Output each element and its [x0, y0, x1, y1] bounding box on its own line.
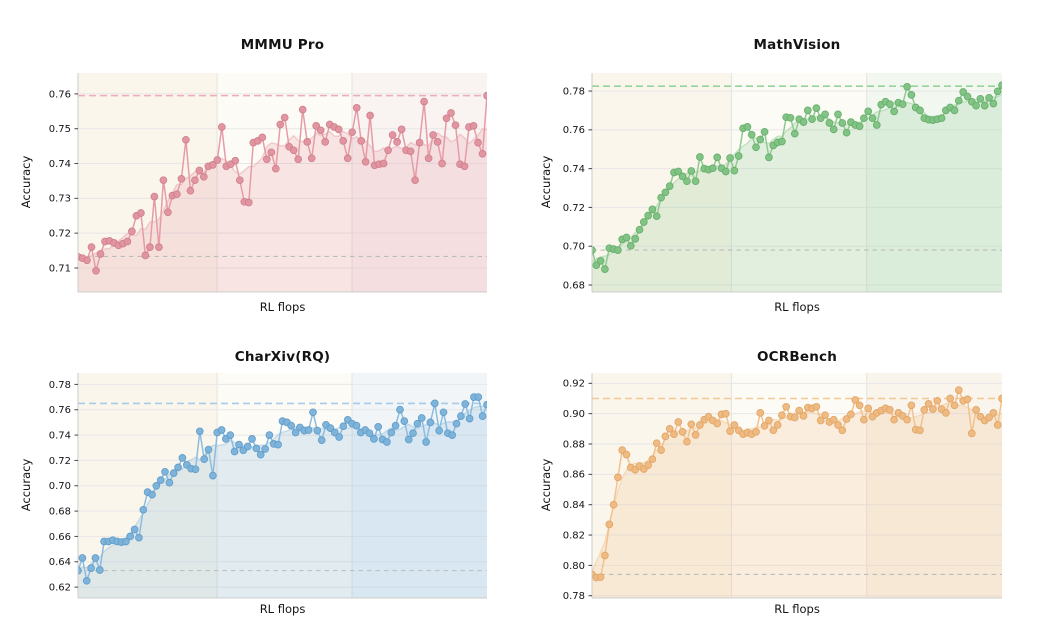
svg-text:0.66: 0.66: [49, 532, 71, 543]
x-axis-label: RL flops: [259, 300, 306, 314]
svg-text:0.86: 0.86: [563, 470, 585, 481]
svg-text:0.68: 0.68: [49, 506, 71, 517]
svg-text:0.82: 0.82: [563, 530, 585, 541]
chart-panel-mathvision: MathVision Accuracy 0.68 0.70 0.72 0.74 0.76…: [520, 0, 1041, 315]
svg-text:0.70: 0.70: [563, 242, 585, 253]
svg-text:0.74: 0.74: [49, 430, 71, 441]
svg-text:0.73: 0.73: [49, 194, 71, 205]
svg-text:0.88: 0.88: [563, 439, 585, 450]
svg-text:0.64: 0.64: [49, 557, 71, 568]
svg-text:0.70: 0.70: [49, 481, 71, 492]
chart-title: CharXiv(RQ): [234, 349, 331, 365]
svg-text:0.76: 0.76: [563, 125, 585, 136]
svg-text:0.90: 0.90: [563, 409, 585, 420]
chart-panel-mmmu-pro: MMMU Pro Accuracy 0.71 0.72 0.73 0.74 0.75 0.…: [0, 0, 520, 315]
svg-text:0.78: 0.78: [49, 380, 71, 391]
chart-title: MathVision: [753, 37, 841, 53]
x-axis-label: RL flops: [259, 602, 306, 616]
svg-text:0.72: 0.72: [563, 203, 585, 214]
svg-text:0.74: 0.74: [563, 164, 585, 175]
x-axis-label: RL flops: [774, 602, 820, 616]
plot-ocrbench: 0.78 0.80 0.82 0.84 0.86 0.88 0.90 0.92: [563, 373, 1002, 602]
svg-text:0.84: 0.84: [563, 500, 585, 511]
svg-text:0.78: 0.78: [563, 591, 585, 602]
plot-charxiv-rq: 0.62 0.64 0.66 0.68 0.70 0.72 0.74 0.76 0.78: [49, 373, 487, 599]
x-axis-label: RL flops: [774, 300, 820, 314]
chart-title: OCRBench: [756, 349, 838, 365]
svg-text:0.75: 0.75: [49, 124, 71, 135]
svg-text:0.71: 0.71: [49, 263, 71, 274]
chart-panel-charxiv-rq: CharXiv(RQ) Accuracy 0.62 0.64 0.66 0.68 0.7…: [0, 315, 520, 630]
svg-text:0.62: 0.62: [49, 583, 71, 594]
svg-text:0.72: 0.72: [49, 456, 71, 467]
svg-text:0.72: 0.72: [49, 229, 71, 240]
chart-panel-ocrbench: OCRBench Accuracy 0.78 0.80 0.82 0.84 0.86 0.…: [520, 315, 1041, 630]
svg-text:0.80: 0.80: [563, 561, 585, 572]
svg-text:0.76: 0.76: [49, 405, 71, 416]
svg-text:0.78: 0.78: [563, 86, 585, 97]
svg-text:0.92: 0.92: [563, 379, 585, 390]
plot-mmmu-pro: 0.71 0.72 0.73 0.74 0.75 0.76: [49, 73, 487, 293]
plot-mathvision: 0.68 0.70 0.72 0.74 0.76 0.78: [563, 73, 1002, 293]
svg-text:0.74: 0.74: [49, 159, 71, 170]
chart-title: MMMU Pro: [240, 37, 325, 53]
svg-text:0.68: 0.68: [563, 280, 585, 291]
svg-text:0.76: 0.76: [49, 89, 71, 100]
